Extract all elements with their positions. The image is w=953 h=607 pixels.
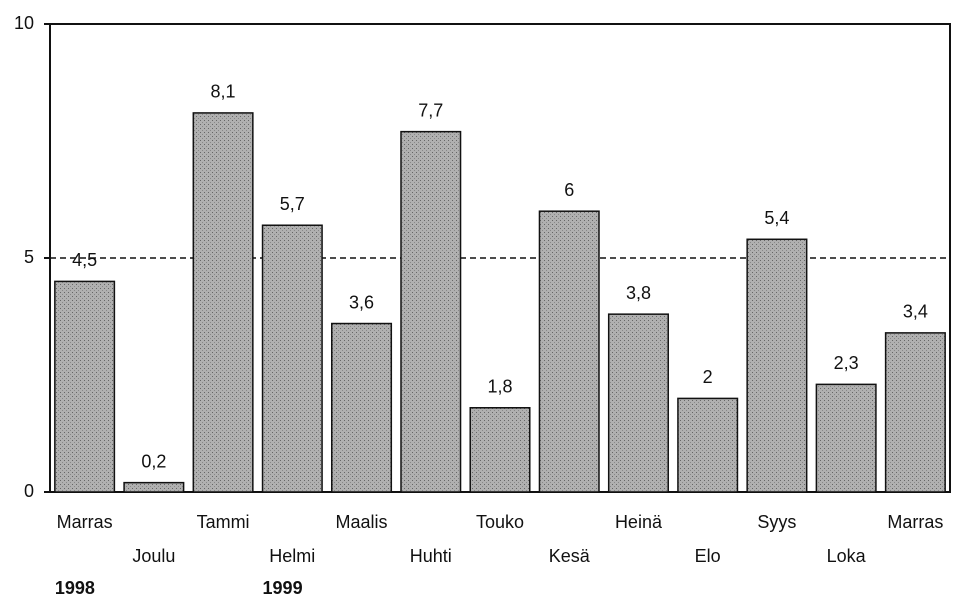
x-tick-label: Maalis — [336, 512, 388, 532]
x-tick-label: Joulu — [132, 546, 175, 566]
x-tick-label: Marras — [887, 512, 943, 532]
value-label: 3,6 — [349, 292, 374, 312]
bar — [884, 332, 946, 493]
x-tick-label: Touko — [476, 512, 524, 532]
bar — [261, 224, 323, 493]
x-tick-label: Helmi — [269, 546, 315, 566]
value-label: 5,4 — [764, 208, 789, 228]
value-label: 7,7 — [418, 100, 443, 120]
x-tick-label: Tammi — [197, 512, 250, 532]
x-tick-label: Loka — [827, 546, 867, 566]
value-label: 4,5 — [72, 250, 97, 270]
x-tick-label: Kesä — [549, 546, 591, 566]
bar — [400, 130, 462, 493]
bar — [331, 322, 393, 493]
year-label: 1998 — [55, 578, 95, 598]
value-label: 6 — [564, 180, 574, 200]
value-label: 1,8 — [487, 377, 512, 397]
y-tick-label: 0 — [24, 481, 34, 501]
bar — [746, 238, 808, 493]
bar — [123, 481, 185, 493]
bar — [677, 397, 739, 493]
x-tick-label: Elo — [695, 546, 721, 566]
x-tick-label: Huhti — [410, 546, 452, 566]
x-tick-label: Heinä — [615, 512, 663, 532]
x-tick-label: Marras — [57, 512, 113, 532]
y-tick-label: 5 — [24, 247, 34, 267]
bar — [469, 407, 531, 493]
value-label: 2,3 — [834, 353, 859, 373]
y-tick-label: 10 — [14, 13, 34, 33]
x-tick-label: Syys — [757, 512, 796, 532]
value-label: 3,8 — [626, 283, 651, 303]
bar — [607, 313, 669, 493]
value-label: 8,1 — [211, 82, 236, 102]
value-label: 2 — [703, 367, 713, 387]
value-label: 0,2 — [141, 451, 166, 471]
bar — [815, 383, 877, 493]
bar — [538, 210, 600, 493]
bar — [192, 112, 254, 493]
value-label: 3,4 — [903, 302, 928, 322]
year-label: 1999 — [263, 578, 303, 598]
bar — [54, 280, 116, 493]
value-label: 5,7 — [280, 194, 305, 214]
